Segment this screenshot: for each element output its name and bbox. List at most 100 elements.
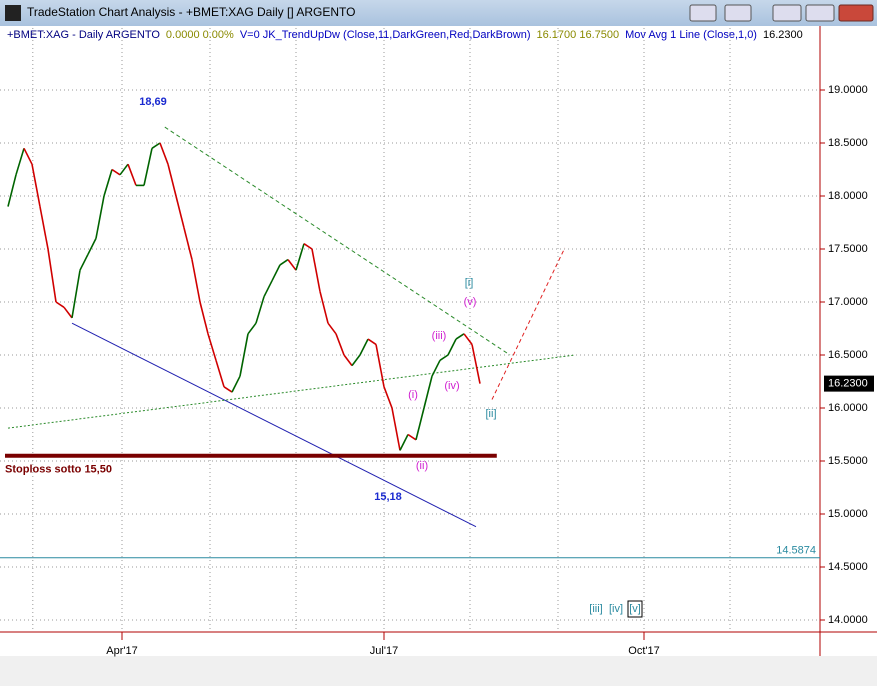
annotation: (iii) <box>432 330 447 342</box>
annotation-box <box>627 600 643 618</box>
price-segment <box>7 174 17 207</box>
price-segment <box>463 333 473 345</box>
header-item: V=0 JK_TrendUpDw (Close,11,DarkGreen,Red… <box>240 29 531 41</box>
trendline <box>164 126 511 356</box>
trendline <box>7 354 576 429</box>
price-segment <box>383 386 393 409</box>
price-segment <box>127 163 137 186</box>
trendline <box>71 322 477 528</box>
price-segment <box>415 407 425 440</box>
price-segment <box>399 434 409 451</box>
price-segment <box>255 296 265 324</box>
link-button[interactable] <box>724 4 752 22</box>
chart-area <box>0 26 877 686</box>
last-price-box <box>824 375 874 392</box>
price-segment <box>327 322 337 335</box>
price-segment <box>423 376 433 409</box>
price-segment <box>303 243 313 250</box>
link-button[interactable] <box>689 4 717 22</box>
y-tick-label: 18.0000 <box>828 190 868 202</box>
last-price-label: 16.2300 <box>828 378 868 390</box>
price-segment <box>439 354 449 361</box>
app-icon <box>5 5 21 21</box>
minimize-button[interactable] <box>772 4 802 22</box>
price-segment <box>95 195 105 239</box>
price-segment <box>55 301 65 308</box>
price-segment <box>159 142 169 165</box>
annotation: (ii) <box>416 460 428 472</box>
header-item: Mov Avg 1 Line (Close,1,0) <box>625 29 757 41</box>
price-segment <box>279 258 289 266</box>
header-item: 16.2300 <box>763 29 803 41</box>
annotation: [i] <box>465 277 474 289</box>
y-tick-label: 15.0000 <box>828 508 868 520</box>
y-tick-label: 15.5000 <box>828 455 868 467</box>
trendline <box>491 247 566 400</box>
level-label: 14.5874 <box>776 545 816 557</box>
price-segment <box>23 147 33 165</box>
annotation: 18,69 <box>139 96 167 108</box>
price-segment <box>471 344 481 384</box>
price-segment <box>207 333 217 361</box>
price-segment <box>39 206 49 250</box>
y-tick-label: 18.5000 <box>828 137 868 149</box>
price-segment <box>311 248 321 292</box>
price-segment <box>223 386 233 393</box>
y-tick-label: 17.0000 <box>828 296 868 308</box>
annotation: 15,18 <box>374 491 402 503</box>
price-segment <box>239 333 249 377</box>
price-segment <box>87 238 97 255</box>
price-segment <box>231 375 241 393</box>
close-button[interactable] <box>838 4 874 22</box>
price-segment <box>79 253 89 271</box>
price-segment <box>167 164 177 197</box>
header-item: 16.1700 16.7500 <box>537 29 620 41</box>
price-segment <box>71 270 81 319</box>
annotation: [iv] <box>609 603 623 615</box>
price-segment <box>271 264 281 282</box>
x-tick-label: Jul'17 <box>370 645 398 657</box>
price-segment <box>175 195 185 228</box>
price-segment <box>431 359 441 377</box>
price-segment <box>119 163 129 176</box>
stoploss-label: Stoploss sotto 15,50 <box>5 464 112 476</box>
price-segment <box>247 322 257 335</box>
price-segment <box>215 360 225 388</box>
price-segment <box>287 259 297 271</box>
price-segment <box>151 142 161 149</box>
scrollbar[interactable] <box>0 656 877 686</box>
price-segment <box>335 333 345 356</box>
annotation: [ii] <box>486 408 497 420</box>
y-tick-label: 17.5000 <box>828 243 868 255</box>
price-segment <box>191 259 201 303</box>
header-item: +BMET:XAG - Daily ARGENTO <box>7 29 160 41</box>
price-segment <box>447 338 457 356</box>
price-segment <box>367 338 377 346</box>
price-segment <box>263 280 273 298</box>
price-segment <box>103 169 113 197</box>
x-tick-label: Apr'17 <box>106 645 137 657</box>
maximize-button[interactable] <box>805 4 835 22</box>
price-segment <box>63 306 73 319</box>
price-segment <box>31 164 41 207</box>
price-segment <box>183 227 193 260</box>
price-segment <box>407 433 417 441</box>
price-segment <box>319 291 329 324</box>
annotation: [iii] <box>589 603 602 615</box>
annotation: (i) <box>408 389 418 401</box>
annotation: (v) <box>464 296 477 308</box>
price-segment <box>295 243 305 271</box>
chart-header: +BMET:XAG - Daily ARGENTO 0.0000 0.00% V=0… <box>7 29 803 41</box>
price-segment <box>47 248 57 303</box>
price-segment <box>455 333 465 340</box>
window-title: TradeStation Chart Analysis - +BMET:XAG … <box>27 5 355 19</box>
price-segment <box>375 344 385 387</box>
annotation: (iv) <box>444 380 459 392</box>
price-segment <box>143 148 153 186</box>
price-segment <box>391 407 401 451</box>
x-tick-label: Oct'17 <box>628 645 659 657</box>
y-tick-label: 14.5000 <box>828 561 868 573</box>
price-segment <box>199 301 209 334</box>
y-tick-label: 16.0000 <box>828 402 868 414</box>
